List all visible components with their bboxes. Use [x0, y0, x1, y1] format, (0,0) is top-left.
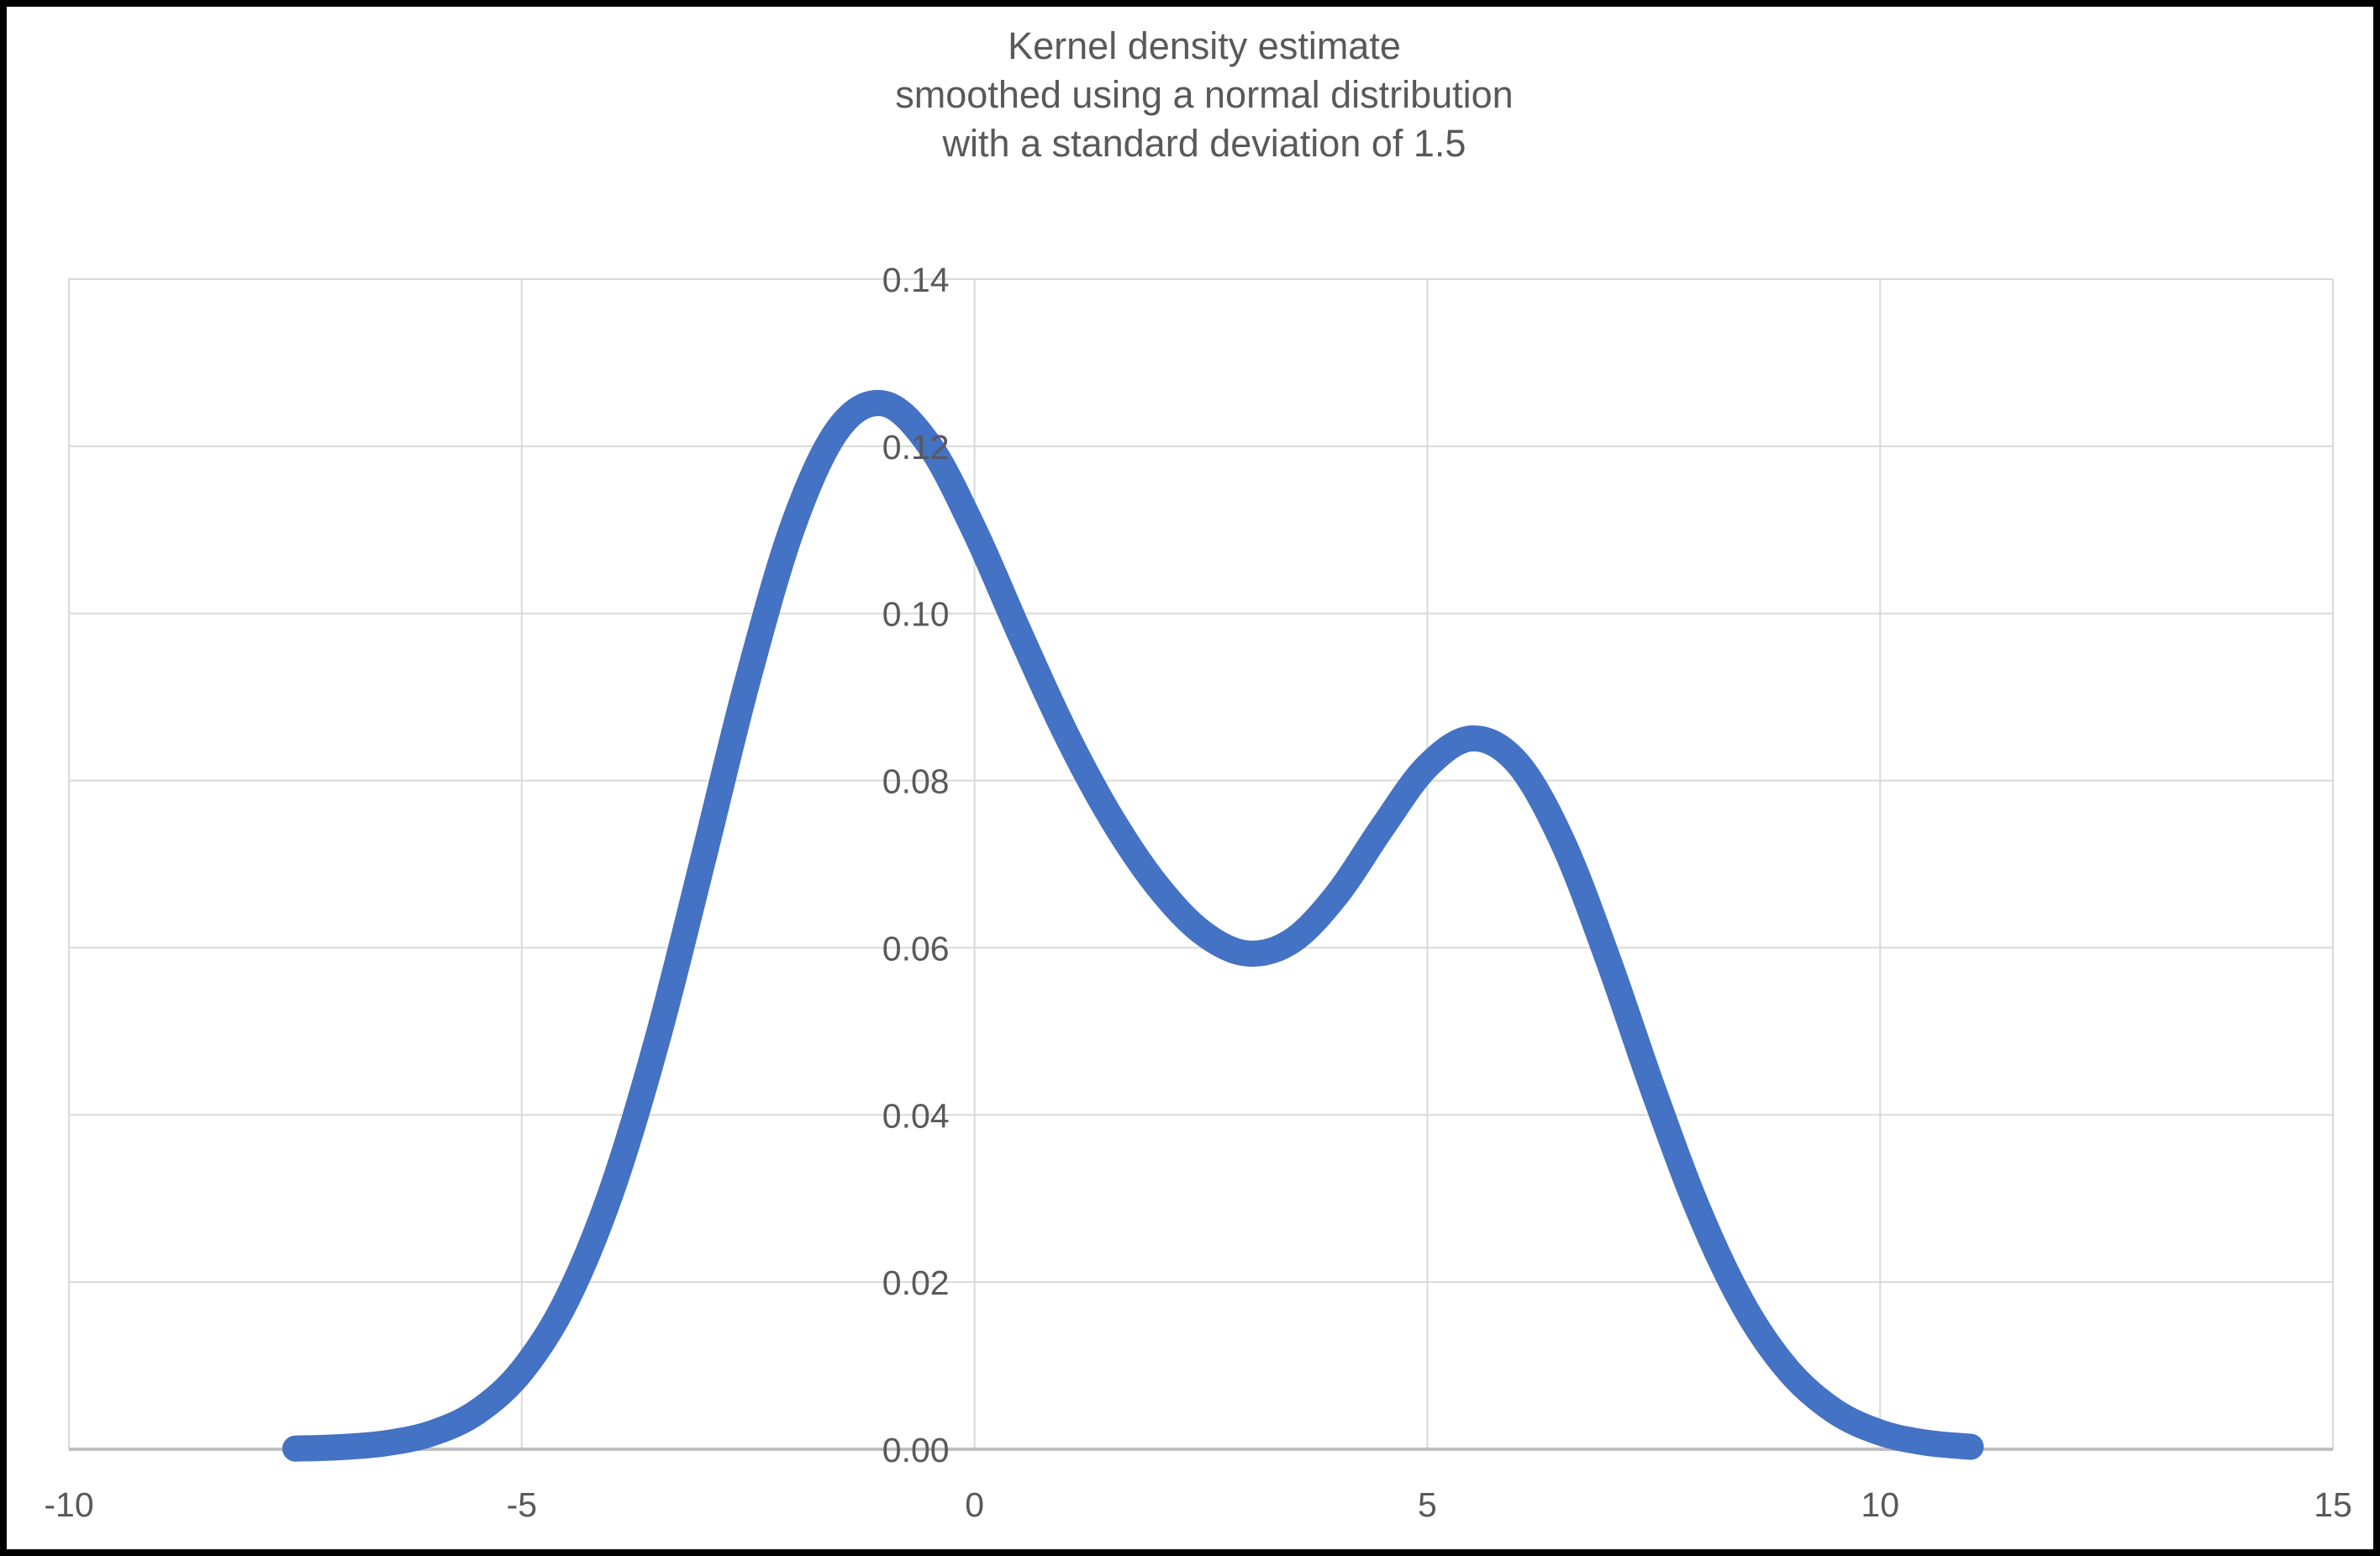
y-tick-label-0.14: 0.14	[882, 261, 950, 299]
x-tick-label--5: -5	[507, 1485, 537, 1524]
kde-plot: -10 -5 0 5 10 15 0.00 0.02 0.04 0.06 0.08 0.10 0.12 0…	[44, 261, 2352, 1524]
y-tick-label-0.12: 0.12	[882, 428, 950, 467]
x-tick-label-10: 10	[1861, 1485, 1899, 1524]
y-tick-label-0.06: 0.06	[882, 929, 950, 968]
y-tick-label-0.02: 0.02	[882, 1263, 950, 1302]
y-tick-label-0.08: 0.08	[882, 762, 950, 801]
chart-title-line-2: smoothed using a normal distribution	[895, 73, 1514, 116]
y-tick-label-0.10: 0.10	[882, 595, 950, 634]
y-tick-label-0.04: 0.04	[882, 1096, 950, 1135]
x-tick-label--10: -10	[44, 1485, 93, 1524]
x-tick-label-15: 15	[2314, 1485, 2352, 1524]
chart-title-line-1: Kernel density estimate	[1008, 24, 1401, 67]
y-tick-label-0.00: 0.00	[882, 1431, 950, 1469]
x-tick-label-0: 0	[965, 1485, 984, 1524]
kde-curve	[282, 389, 1984, 1462]
x-tick-label-5: 5	[1418, 1485, 1437, 1524]
chart-title: Kernel density estimate smoothed using a…	[72, 22, 2336, 168]
chart-title-line-3: with a standard deviation of 1.5	[942, 122, 1466, 165]
